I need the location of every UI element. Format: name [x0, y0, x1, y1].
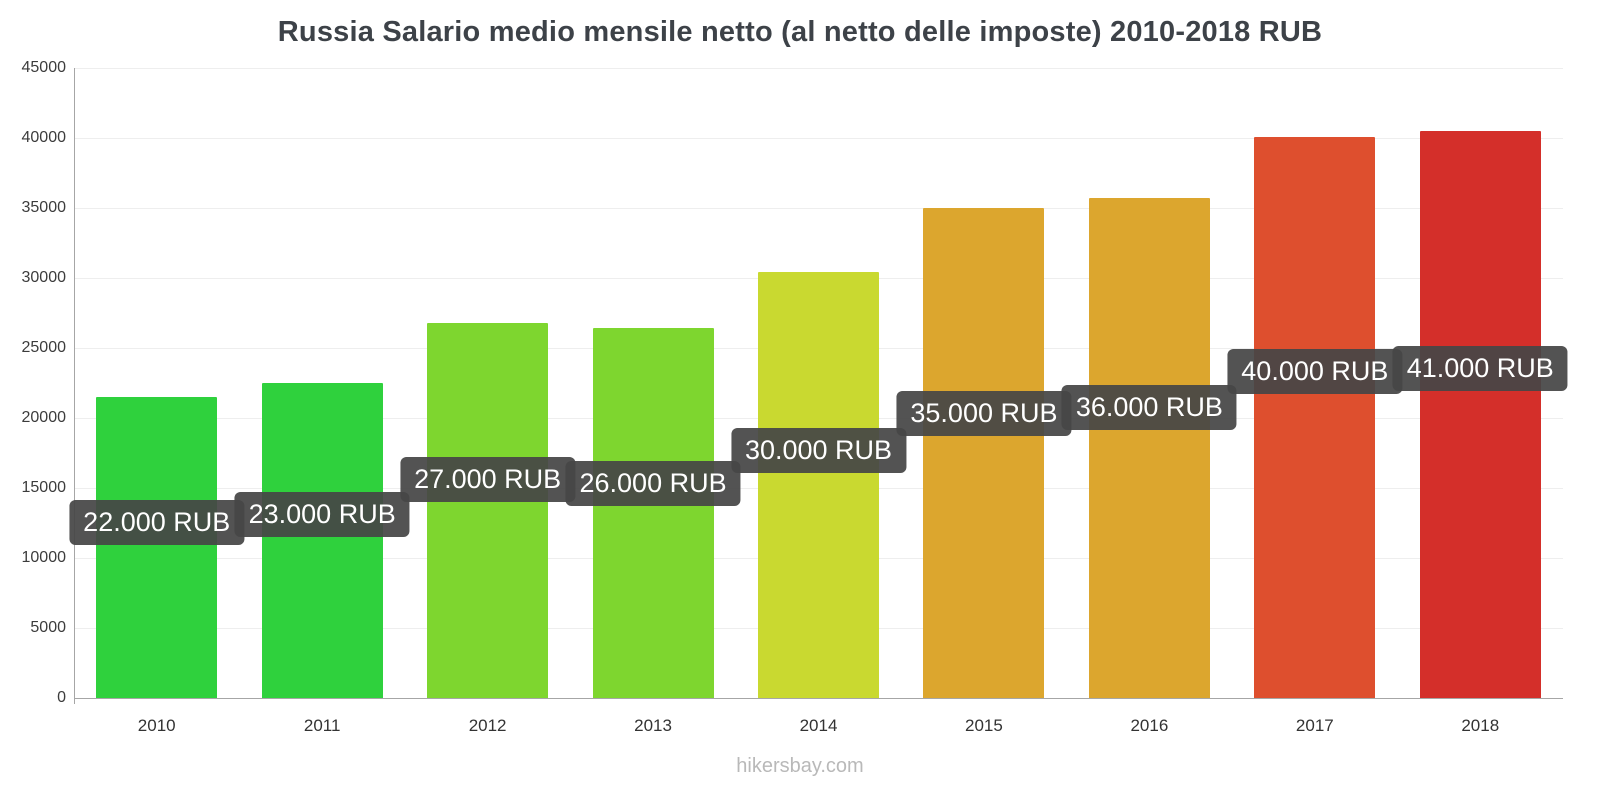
y-axis-tick-label: 40000 [21, 129, 67, 146]
gridline-45000 [74, 68, 1563, 69]
y-axis-tick-label: 25000 [21, 339, 67, 356]
x-axis-tick-label-2011: 2011 [303, 716, 341, 735]
bar-2011[interactable] [261, 383, 383, 698]
bar-2018[interactable] [1419, 131, 1541, 698]
bar-value-tooltip-2017: 40.000 RUB [1227, 349, 1403, 395]
chart-title: Russia Salario medio mensile netto (al n… [277, 16, 1323, 48]
x-axis-tick-label-2013: 2013 [634, 716, 672, 735]
x-axis-tick-label-2015: 2015 [965, 716, 1003, 735]
bar-value-tooltip-2011: 23.000 RUB [234, 492, 410, 538]
x-axis-tick-label-2017: 2017 [1295, 716, 1334, 735]
bar-2013[interactable] [592, 328, 714, 698]
x-axis-line [74, 698, 1563, 699]
bar-value-tooltip-2012: 27.000 RUB [400, 457, 576, 503]
y-axis-tick-label: 30000 [21, 269, 67, 286]
gridline-35000 [74, 208, 1563, 209]
bar-2016[interactable] [1088, 198, 1210, 698]
gridline-40000 [74, 138, 1563, 139]
y-axis-line [74, 68, 75, 704]
bar-2010[interactable] [96, 397, 218, 698]
x-axis-tick-label-2016: 2016 [1130, 716, 1169, 735]
bar-2012[interactable] [427, 322, 549, 698]
bar-2015[interactable] [923, 208, 1045, 698]
y-axis-tick-label: 10000 [21, 549, 67, 566]
x-axis-tick-label-2014: 2014 [799, 716, 838, 735]
x-axis-tick-label-2018: 2018 [1461, 716, 1500, 735]
bar-value-tooltip-2014: 30.000 RUB [730, 428, 907, 474]
bar-value-tooltip-2015: 35.000 RUB [896, 390, 1072, 436]
bar-2014[interactable] [758, 272, 879, 698]
bar-value-tooltip-2018: 41.000 RUB [1392, 346, 1568, 392]
x-axis-tick-label-2010: 2010 [137, 716, 176, 735]
y-axis-tick-label: 35000 [21, 199, 67, 216]
y-axis-tick-label: 45000 [21, 59, 67, 76]
y-axis-tick-label: 20000 [21, 409, 67, 426]
y-axis-tick-label: 15000 [21, 479, 67, 496]
watermark-hikersbay: hikersbay.com [736, 755, 864, 777]
x-axis-tick-label-2012: 2012 [468, 716, 507, 735]
bar-value-tooltip-2016: 36.000 RUB [1061, 385, 1237, 431]
y-axis-tick-label: 5000 [30, 619, 66, 636]
y-axis-tick-label: 0 [57, 689, 66, 706]
bar-value-tooltip-2010: 22.000 RUB [69, 500, 245, 546]
bar-2017[interactable] [1254, 136, 1376, 698]
bar-value-tooltip-2013: 26.000 RUB [565, 460, 741, 506]
